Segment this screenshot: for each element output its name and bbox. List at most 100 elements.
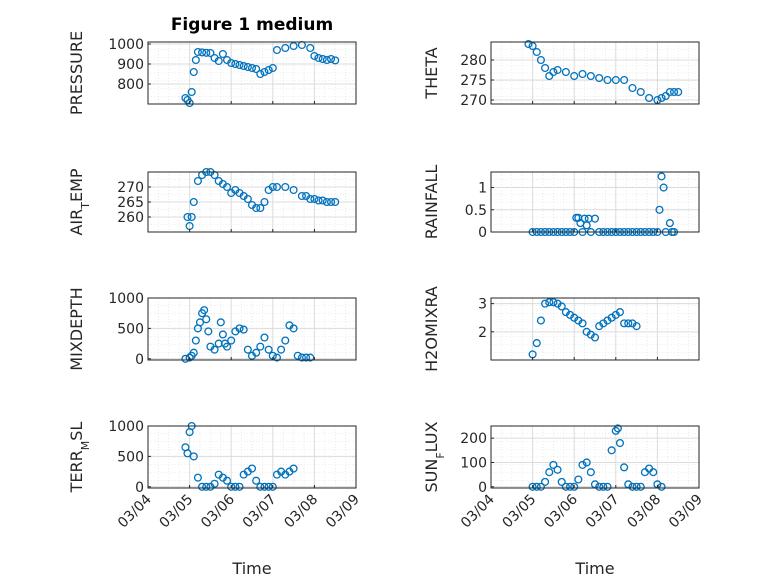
- theta-data-point: [636, 87, 645, 97]
- terr-msl-data-point: [222, 476, 232, 485]
- mixdepth-data-point: [306, 353, 315, 362]
- sun-flux-data-point: [628, 482, 637, 491]
- terr-msl-data-point: [289, 464, 298, 473]
- h2omixra-data-point: [532, 339, 541, 348]
- terr-msl-data-point: [193, 473, 202, 482]
- terr-msl-data-point: [260, 482, 269, 491]
- mixdepth-data-point: [218, 330, 227, 339]
- pressure-data-point: [181, 93, 190, 103]
- pressure-data-point: [187, 87, 196, 97]
- h2omixra-data-point: [615, 308, 625, 317]
- air-temp-data-point: [187, 212, 196, 222]
- terr-msl-data-point: [198, 482, 207, 491]
- figure-title: Figure 1 medium: [171, 15, 333, 35]
- mixdepth-data-point: [191, 336, 200, 345]
- sun-flux-y-tick-label: 0: [478, 480, 487, 496]
- sun-flux-data-point: [603, 482, 612, 491]
- terr-msl-data-point: [183, 449, 192, 458]
- theta-y-tick-label: 280: [460, 53, 487, 69]
- pressure-data-point: [264, 65, 273, 75]
- mixdepth-data-point: [281, 336, 290, 345]
- theta-data-point: [665, 87, 674, 97]
- sun-flux-data-point: [565, 482, 575, 491]
- pressure-y-tick-label: 1000: [108, 37, 144, 53]
- h2omixra-data-point: [620, 319, 629, 328]
- mixdepth-data-point: [222, 342, 232, 351]
- pressure-data-point: [191, 55, 200, 65]
- h2omixra-axes-box: [490, 297, 700, 361]
- theta-data-point: [595, 73, 604, 83]
- sun-flux-data-point: [557, 477, 566, 486]
- rainfall-data-point: [659, 183, 668, 192]
- theta-data-point: [669, 87, 679, 97]
- mixdepth-data-point: [256, 342, 265, 351]
- pressure-axes-box: [147, 41, 357, 105]
- rainfall-data-point: [655, 205, 664, 214]
- sun-flux-data-point: [578, 460, 587, 469]
- air-temp-data-point: [310, 194, 319, 204]
- sun-flux-data-point: [549, 460, 558, 469]
- air-temp-data-point: [268, 182, 277, 192]
- air-temp-data-point: [331, 197, 340, 207]
- mixdepth-data-point: [189, 348, 198, 357]
- mixdepth-data-point: [264, 345, 273, 354]
- pressure-data-point: [227, 58, 236, 68]
- theta-data-point: [528, 41, 537, 51]
- rainfall-y-tick-label: 0: [478, 225, 487, 241]
- air-temp-data-point: [289, 185, 298, 195]
- pressure-data-point: [214, 56, 223, 66]
- air-temp-data-point: [183, 212, 192, 222]
- pressure-data-point: [318, 54, 327, 64]
- pressure-data-point: [260, 67, 269, 77]
- theta-data-point: [541, 63, 550, 73]
- terr-msl-data-point: [252, 476, 261, 485]
- pressure-data-point: [314, 53, 323, 63]
- mixdepth-y-tick-label: 500: [117, 321, 144, 337]
- air-temp-y-axis-label-rest: EMP: [67, 168, 86, 202]
- air-temp-data-point: [314, 196, 323, 205]
- air-temp-data-point: [322, 197, 331, 207]
- terr-msl-data-point: [256, 482, 265, 491]
- mixdepth-axes-box: [147, 297, 357, 361]
- mixdepth-data-point: [204, 327, 213, 336]
- air-temp-data-point: [318, 196, 327, 205]
- rainfall-data-point: [590, 214, 600, 223]
- pressure-data-point: [322, 55, 331, 65]
- pressure-data-point: [247, 63, 257, 73]
- pressure-data-point: [243, 62, 252, 72]
- theta-axes-box: [490, 41, 700, 105]
- theta-data-point: [545, 71, 554, 81]
- h2omixra-data-point: [632, 322, 641, 331]
- pressure-data-point: [198, 48, 207, 57]
- mixdepth-data-point: [195, 318, 205, 327]
- pressure-data-point: [268, 63, 277, 73]
- terr-msl-y-axis-label-subscript: M: [79, 441, 92, 451]
- sun-flux-data-point: [574, 475, 583, 484]
- mixdepth-y-tick-label: 1000: [108, 291, 144, 307]
- rainfall-data-point: [657, 172, 666, 181]
- sun-flux-data-point: [632, 482, 641, 491]
- pressure-data-point: [189, 67, 198, 77]
- terr-msl-data-point: [189, 452, 198, 461]
- pressure-data-point: [331, 56, 340, 65]
- terr-msl-data-point: [227, 482, 236, 491]
- h2omixra-data-point: [590, 333, 600, 342]
- theta-data-point: [524, 39, 533, 49]
- pressure-data-point: [306, 43, 315, 53]
- pressure-data-point: [289, 41, 298, 51]
- mixdepth-data-point: [227, 336, 236, 345]
- terr-msl-data-point: [231, 482, 240, 491]
- air-temp-data-point: [193, 176, 202, 186]
- mixdepth-data-point: [297, 353, 306, 362]
- sun-flux-data-point: [536, 482, 545, 491]
- subplot-rainfall: 0 0.5 1 RAINFALL: [422, 165, 700, 241]
- terr-msl-data-point: [247, 464, 257, 473]
- theta-data-point: [536, 55, 545, 65]
- sun-flux-data-point: [582, 458, 591, 467]
- h2omixra-data-point: [549, 298, 558, 307]
- pressure-data-point: [206, 48, 215, 58]
- sun-flux-data-point: [595, 482, 604, 491]
- subplot-mixdepth: 0 500 1000 MIXDEPTH: [67, 287, 357, 371]
- theta-data-point: [661, 91, 670, 101]
